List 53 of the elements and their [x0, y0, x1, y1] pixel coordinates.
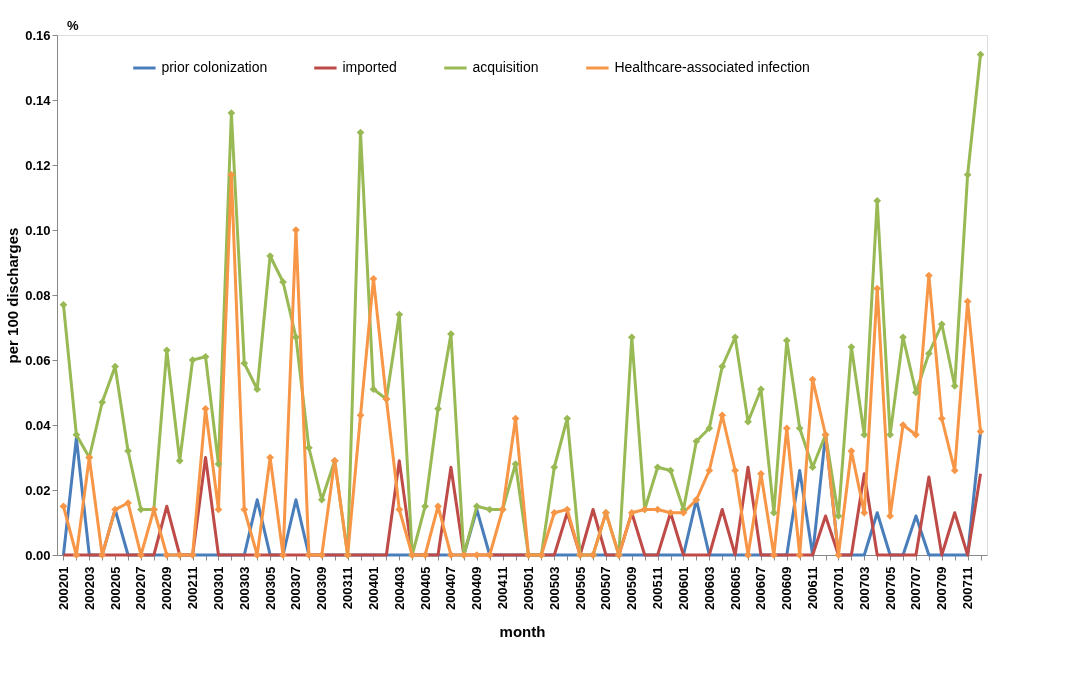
x-tick-label: 200211	[185, 566, 201, 610]
x-tick-label: 200403	[391, 566, 407, 610]
x-tick-label: 200203	[81, 566, 97, 610]
x-tick-label: 200603	[701, 566, 717, 610]
x-tick-label: 200507	[598, 566, 614, 610]
y-tick-label: 0.04	[25, 417, 52, 433]
x-tick-label: 200607	[753, 566, 769, 610]
line-series	[61, 456, 983, 557]
x-tick-label: 200401	[365, 566, 381, 610]
x-tick-label: 200405	[417, 566, 433, 610]
x-tick-label: 200411	[495, 566, 511, 610]
x-tick-label: 200703	[856, 566, 872, 610]
y-tick-label: 0.16	[25, 27, 51, 43]
legend-label: imported	[342, 59, 397, 75]
x-tick-label: 200301	[210, 566, 226, 610]
y-tick-label: 0.02	[25, 482, 51, 498]
x-tick-label: 200303	[236, 566, 252, 610]
x-tick-label: 200207	[133, 566, 149, 610]
x-tick-label: 200305	[262, 566, 278, 610]
x-tick-label: 200307	[288, 566, 304, 610]
x-tick-label: 200707	[908, 566, 924, 610]
y-tick-label: 0.12	[25, 157, 51, 173]
x-tick-label: 200711	[960, 566, 976, 610]
x-tick-label: 200509	[624, 566, 640, 610]
x-tick-label: 200407	[443, 566, 459, 610]
x-tick-label: 200309	[314, 566, 330, 610]
x-tick-label: 200505	[572, 566, 588, 610]
x-tick-label: 200201	[55, 566, 71, 610]
y-axis-title: per 100 discharges	[4, 227, 22, 364]
legend-label: Healthcare-associated infection	[614, 59, 810, 75]
x-tick-label: 200609	[779, 566, 795, 610]
x-tick-label: 200605	[727, 566, 743, 610]
x-tick-label: 200701	[830, 566, 846, 610]
x-tick-label: 200511	[650, 566, 666, 610]
y-tick-label: 0.06	[25, 352, 51, 368]
x-tick-label: 200209	[159, 566, 175, 610]
legend-label: acquisition	[472, 59, 539, 75]
x-tick-label: 200311	[340, 566, 356, 610]
x-tick-label: 200205	[107, 566, 123, 610]
x-axis-title: month	[499, 622, 546, 640]
x-tick-label: 200611	[805, 566, 821, 610]
x-tick-label: 200705	[882, 566, 898, 610]
x-tick-label: 200709	[934, 566, 950, 610]
y-tick-label: 0.14	[25, 92, 52, 108]
legend-label: prior colonization	[161, 59, 268, 75]
y-tick-label: 0.08	[25, 287, 51, 303]
x-tick-label: 200601	[675, 566, 691, 610]
x-tick-label: 200503	[546, 566, 562, 610]
y-tick-label: 0.10	[25, 222, 51, 238]
x-tick-label: 200409	[469, 566, 485, 610]
x-tick-label: 200501	[520, 566, 536, 610]
text: %	[67, 18, 79, 33]
y-tick-label: 0.00	[25, 547, 51, 563]
